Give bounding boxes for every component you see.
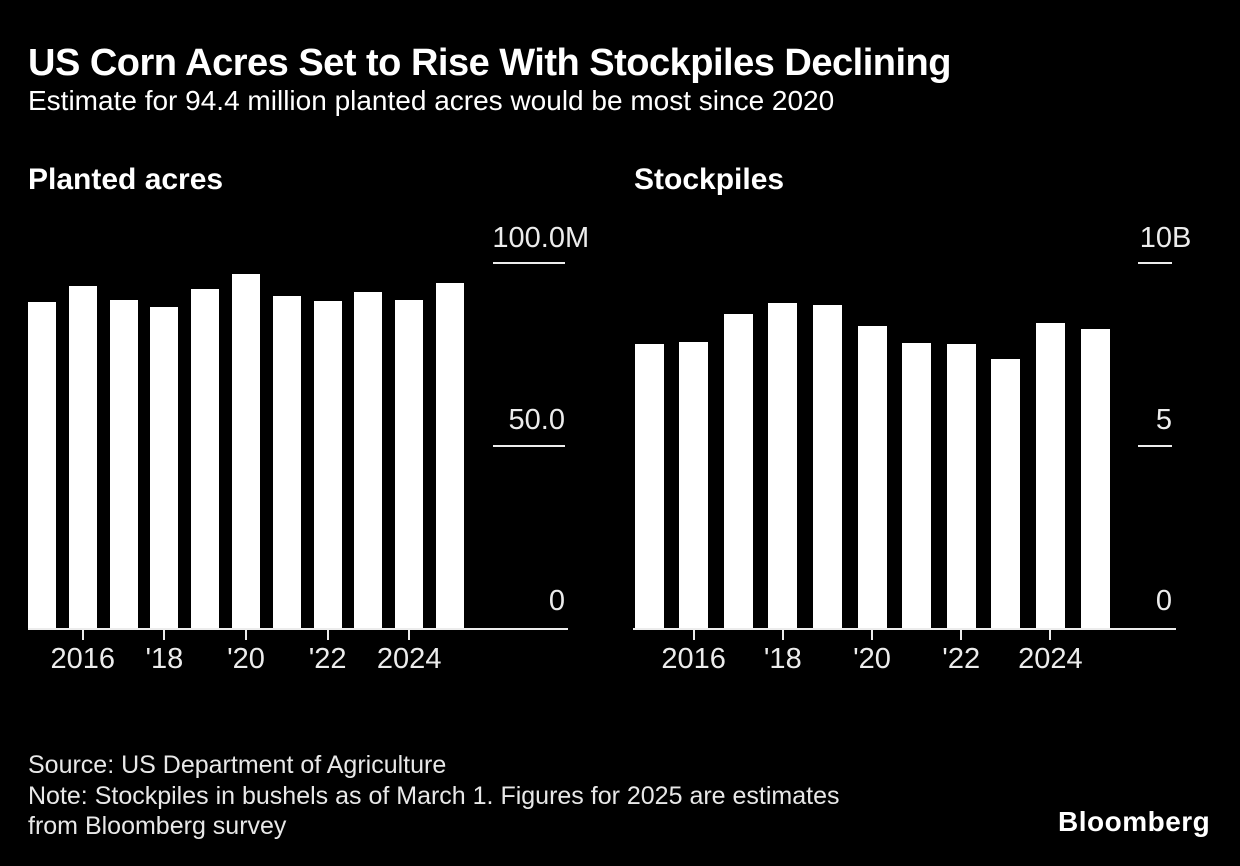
stockpiles-x-axis: [633, 628, 1176, 630]
x-tick-label: '20: [853, 643, 891, 675]
bar-2023: [991, 358, 1021, 628]
y-grid-dash: [1138, 262, 1172, 264]
bar-2022: [946, 344, 976, 628]
bar-2018: [768, 303, 798, 628]
bar-2016: [68, 286, 97, 628]
y-tick-number: 50.0: [508, 404, 565, 436]
x-axis-tick: [960, 630, 963, 640]
x-tick-label: '18: [145, 643, 184, 675]
x-axis-tick: [408, 630, 411, 640]
y-tick-unit: M: [565, 222, 590, 254]
x-axis-tick: [326, 630, 329, 640]
x-axis-tick: [871, 630, 873, 640]
bar-2019: [191, 289, 220, 628]
bar-2020: [232, 273, 260, 628]
chart-title-stockpiles: Stockpiles: [634, 163, 785, 196]
y-grid-dash: [493, 262, 565, 264]
x-axis-tick: [781, 630, 784, 640]
y-tick-unit: B: [1172, 222, 1192, 254]
y-grid-dash: [493, 445, 565, 447]
bar-2015: [28, 302, 56, 628]
x-tick-label: '20: [227, 643, 265, 675]
x-axis-tick: [692, 630, 695, 640]
bar-2019: [812, 305, 842, 628]
x-tick-label: 2016: [50, 643, 116, 675]
y-tick-number: 5: [1155, 404, 1172, 436]
x-tick-label: 2024: [1018, 643, 1083, 675]
x-axis-tick: [81, 630, 84, 640]
bar-2025: [436, 283, 464, 628]
y-grid-dash: [1138, 445, 1172, 447]
x-tick-label: 2016: [661, 643, 726, 675]
planted-acres-x-axis: [28, 628, 568, 630]
y-tick-number: 0: [1155, 585, 1172, 617]
bar-2021: [272, 295, 301, 628]
x-tick-label: 2024: [376, 643, 442, 675]
x-tick-label: '22: [308, 643, 347, 675]
x-axis-tick: [163, 630, 166, 640]
bar-2024: [1035, 322, 1065, 628]
y-tick-number: 10: [1139, 222, 1172, 254]
note-text-line1: Note: Stockpiles in bushels as of March …: [28, 782, 840, 810]
page-subtitle: Estimate for 94.4 million planted acres …: [28, 85, 835, 116]
bloomberg-logo: Bloomberg: [1058, 806, 1211, 837]
bar-2023: [354, 292, 383, 628]
bar-2016: [679, 341, 709, 628]
x-tick-label: '22: [942, 643, 981, 675]
bar-2025: [1080, 329, 1110, 628]
bar-2018: [150, 306, 179, 628]
bar-2021: [902, 343, 932, 628]
bar-2024: [395, 299, 424, 628]
planted-acres-plot: [28, 263, 478, 628]
y-tick-number: 100.0: [492, 222, 565, 254]
source-text: Source: US Department of Agriculture: [28, 751, 447, 779]
x-axis-tick: [245, 630, 247, 640]
page-title: US Corn Acres Set to Rise With Stockpile…: [28, 42, 951, 84]
stockpiles-plot: [634, 263, 1115, 628]
bar-2017: [723, 314, 753, 628]
bar-2015: [634, 344, 664, 628]
note-text-line2: from Bloomberg survey: [28, 812, 287, 840]
y-tick-number: 0: [548, 585, 565, 617]
bar-2017: [109, 299, 138, 628]
bar-2022: [313, 301, 342, 628]
x-axis-tick: [1049, 630, 1052, 640]
bar-2020: [857, 325, 887, 628]
chart-title-planted-acres: Planted acres: [28, 163, 224, 196]
x-tick-label: '18: [763, 643, 802, 675]
